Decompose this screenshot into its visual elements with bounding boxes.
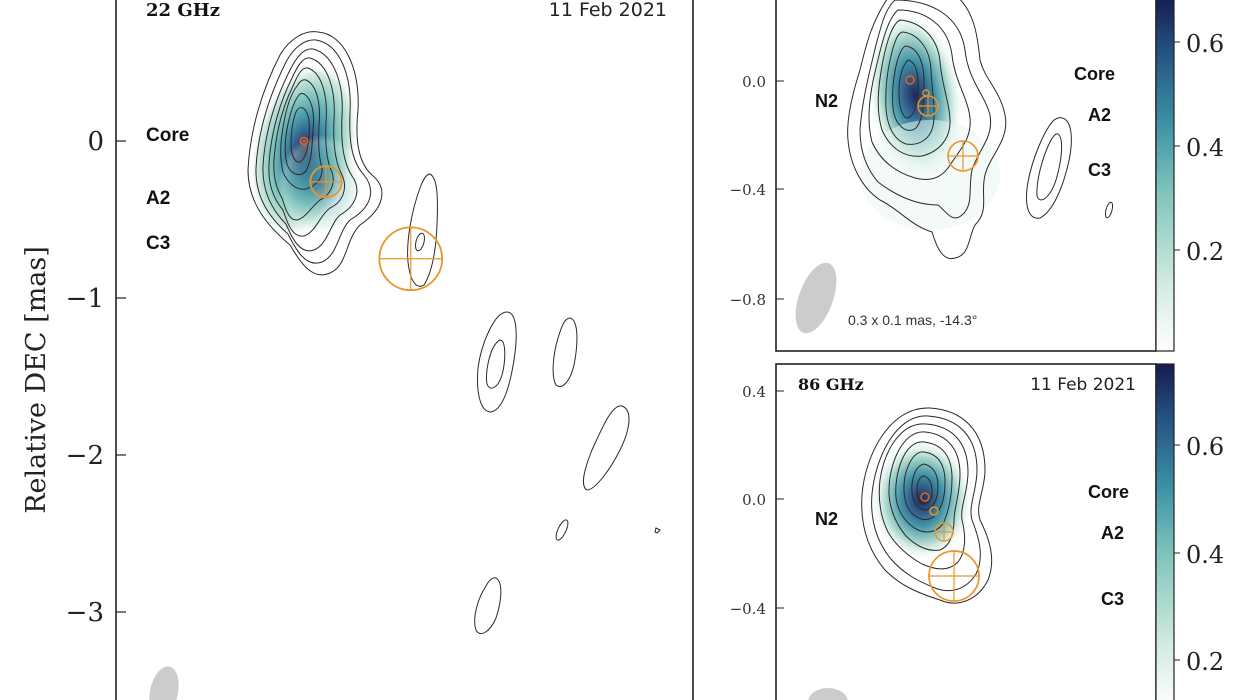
panel-86ghz: 86 GHz 11 Feb 2021 0.4 0.0 −0.4	[730, 363, 1224, 700]
label-86-core: Core	[1088, 482, 1129, 502]
beam-22	[149, 666, 179, 700]
panel-43-contours	[847, 0, 1114, 260]
panel-22-components	[299, 136, 444, 292]
ytick-label-22-0: 0	[87, 127, 104, 157]
cbar-label-43-2: 0.2	[1186, 238, 1224, 266]
panel-43-intensity	[860, 10, 1000, 230]
contour-86-6	[903, 451, 946, 521]
contour-43-2	[859, 0, 992, 219]
contour-22-jet-1-inner	[486, 339, 506, 389]
label-22-c3: C3	[146, 233, 170, 254]
panel-22ghz: 22 GHz 11 Feb 2021 0 −1 −2 −3	[21, 0, 694, 700]
component-86-n2	[929, 506, 939, 516]
label-43-a2: A2	[1088, 105, 1111, 125]
panel-22-y-axis: 0 −1 −2 −3	[66, 127, 126, 628]
contour-22-jet-2	[552, 317, 578, 387]
panel-22-contours	[247, 31, 661, 634]
contour-86-5	[895, 441, 953, 533]
beam-86	[808, 688, 848, 700]
y-axis-label: Relative DEC [mas]	[21, 246, 52, 514]
beam-label-43: 0.3 x 0.1 mas, -14.3°	[848, 312, 977, 328]
ytick-label-86-2: −0.4	[730, 600, 766, 618]
contour-86-3	[878, 423, 969, 570]
colorbar-43	[1155, 0, 1175, 352]
beam-43	[795, 262, 837, 334]
contour-43-lobe	[1026, 117, 1072, 219]
ytick-label-22-1: −1	[66, 284, 104, 314]
panel-43-y-axis: 0.0 −0.4 −0.8	[730, 73, 784, 309]
contour-22-lobe-inner	[414, 232, 426, 252]
ytick-label-43-2: −0.8	[730, 291, 766, 309]
panel-86-date: 11 Feb 2021	[1030, 375, 1136, 395]
colorbar-86	[1155, 363, 1175, 700]
panel-43-components	[905, 75, 979, 172]
label-86-n2: N2	[815, 509, 838, 529]
label-22-a2: A2	[146, 188, 170, 209]
cbar-label-86-2: 0.2	[1186, 648, 1224, 676]
panel-22-band: 22 GHz	[146, 0, 220, 21]
contour-43-outer	[847, 0, 1007, 260]
ytick-label-22-2: −2	[66, 441, 104, 471]
contour-22-jet-4	[555, 519, 569, 541]
contour-22-jet-6	[654, 527, 661, 534]
contour-22-6	[280, 79, 323, 190]
cbar-label-86-1: 0.4	[1186, 541, 1224, 569]
ytick-label-22-3: −3	[66, 598, 104, 628]
contour-22-jet-5	[474, 577, 502, 634]
contour-43-small	[1104, 201, 1114, 219]
contour-86-2	[871, 415, 981, 592]
component-22-core-dot	[302, 139, 306, 143]
component-43-core	[905, 75, 915, 85]
ytick-label-43-0: 0.0	[742, 73, 766, 91]
contour-22-jet-1	[477, 311, 517, 413]
panel-86-band: 86 GHz	[798, 375, 864, 394]
panel-86-y-axis: 0.4 0.0 −0.4	[730, 383, 784, 618]
contour-86-7	[911, 463, 939, 511]
label-43-n2: N2	[815, 91, 838, 111]
component-22-core	[299, 136, 309, 146]
contour-22-jet-3	[582, 405, 630, 491]
ytick-label-86-1: 0.0	[742, 491, 766, 509]
contour-22-2	[255, 39, 372, 264]
ytick-label-43-1: −0.4	[730, 181, 766, 199]
ytick-label-86-0: 0.4	[742, 383, 766, 401]
contour-22-lobe	[407, 173, 438, 287]
cbar-label-43-0: 0.6	[1186, 30, 1224, 58]
panel-22-date: 11 Feb 2021	[549, 0, 667, 21]
label-43-core: Core	[1074, 64, 1115, 84]
contour-22-outer	[247, 31, 383, 276]
contour-22-7	[284, 92, 315, 175]
contour-22-5	[273, 67, 334, 221]
contour-43-5	[885, 31, 935, 145]
label-22-core: Core	[146, 125, 189, 146]
contour-86-outer	[861, 407, 993, 604]
component-22-a2	[309, 165, 343, 199]
cbar-label-86-0: 0.6	[1186, 433, 1224, 461]
label-86-c3: C3	[1101, 589, 1124, 609]
contour-43-6	[892, 45, 925, 131]
component-86-core	[920, 492, 930, 502]
contour-22-3	[262, 48, 358, 252]
component-22-core-circle	[299, 136, 309, 146]
contour-43-4	[877, 19, 951, 157]
label-86-a2: A2	[1101, 523, 1124, 543]
contour-43-7	[898, 59, 919, 119]
panel-43ghz: 0.0 −0.4 −0.8	[730, 0, 1224, 352]
contour-22-4	[268, 57, 345, 237]
panel-86-components	[920, 492, 980, 602]
contour-86-8	[916, 475, 933, 505]
panel-22-intensity	[249, 61, 362, 239]
intensity-halo-43	[860, 120, 1000, 230]
intensity-halo-22	[278, 135, 362, 235]
label-43-c3: C3	[1088, 160, 1111, 180]
component-22-c3	[378, 226, 444, 292]
cbar-label-43-1: 0.4	[1186, 134, 1224, 162]
panel-86-contours	[861, 407, 993, 604]
contour-22-8	[290, 107, 310, 163]
contour-86-4	[888, 431, 961, 551]
contour-43-3	[868, 9, 971, 180]
contour-43-lobe-inner	[1036, 133, 1063, 201]
